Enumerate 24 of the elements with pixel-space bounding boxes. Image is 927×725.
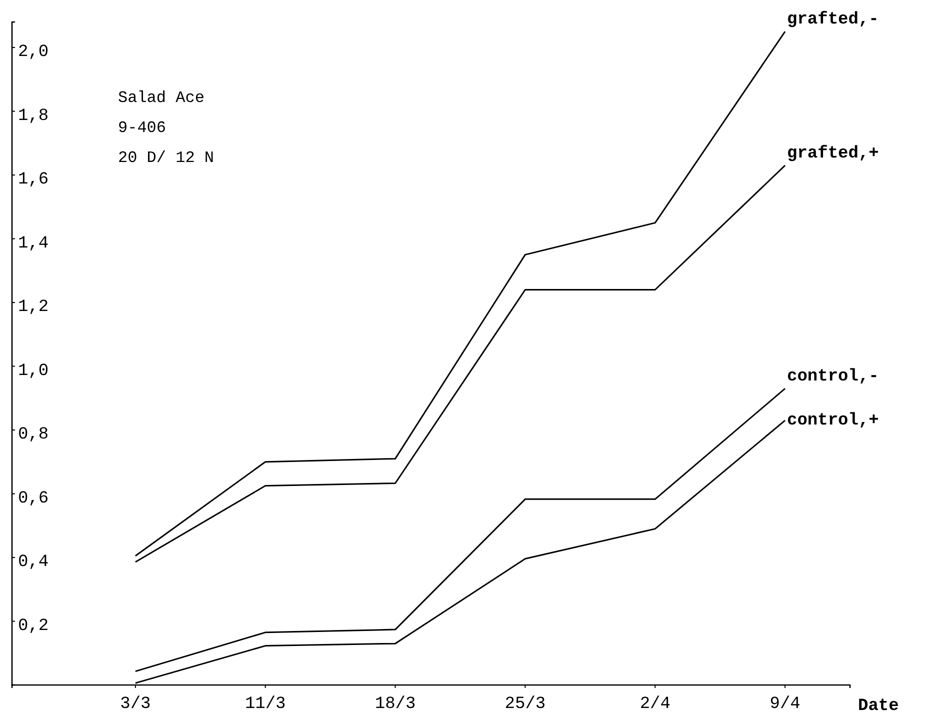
y-tick-label: 1,8 <box>18 106 49 126</box>
x-tick-label: 9/4 <box>770 695 800 714</box>
x-tick-label: 3/3 <box>120 695 151 714</box>
series-label: grafted,+ <box>787 144 879 164</box>
series-label: control,- <box>787 368 879 387</box>
x-tick-label: 18/3 <box>374 695 416 714</box>
y-tick-label: 1,4 <box>18 234 49 254</box>
x-tick-label: 2/4 <box>640 695 670 714</box>
y-tick-label: 1,6 <box>18 170 49 190</box>
annotation: 9-406 <box>118 119 166 137</box>
y-tick-label: 1,0 <box>18 362 49 381</box>
y-tick-label: 0,8 <box>18 426 49 444</box>
y-tick-label: 0,6 <box>18 489 49 508</box>
series-label: control,+ <box>787 411 879 430</box>
y-tick-label: 0,4 <box>18 553 49 572</box>
series-label: grafted,- <box>787 10 879 30</box>
x-axis-title: Date <box>858 697 899 716</box>
x-tick-label: 11/3 <box>244 695 286 714</box>
y-tick-label: 2,0 <box>18 43 49 62</box>
x-tick-label: 25/3 <box>504 695 546 714</box>
annotation: 20 D/ 12 N <box>118 149 214 167</box>
y-tick-label: 0,2 <box>18 616 49 636</box>
annotation: Salad Ace <box>118 89 204 107</box>
y-tick-label: 1,2 <box>18 298 49 317</box>
